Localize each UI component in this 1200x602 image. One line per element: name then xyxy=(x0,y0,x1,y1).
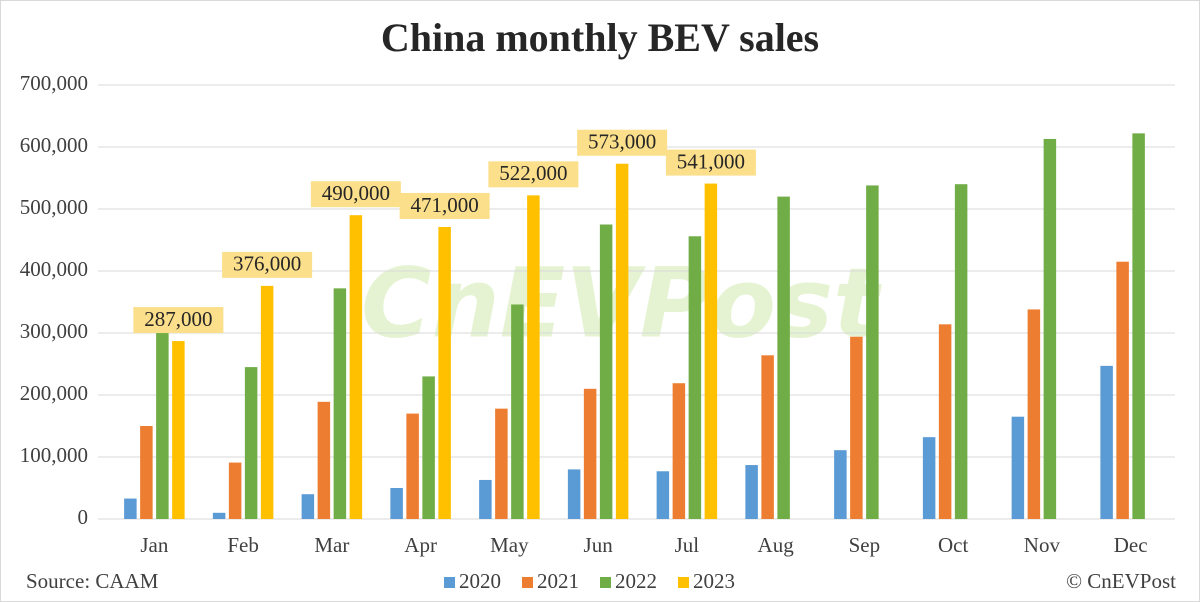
x-tick-label: Oct xyxy=(938,533,968,557)
y-tick-label: 600,000 xyxy=(20,133,88,157)
credit-note: © CnEVPost xyxy=(1066,569,1176,593)
bar xyxy=(1100,365,1113,519)
bar xyxy=(745,465,758,519)
bar xyxy=(1027,309,1041,519)
x-tick-label: Jul xyxy=(675,533,700,557)
x-tick-label: Mar xyxy=(314,533,349,557)
bar xyxy=(172,341,185,519)
x-tick-label: Feb xyxy=(227,533,259,557)
legend-swatch xyxy=(444,577,455,588)
bar xyxy=(850,336,863,519)
y-tick-label: 500,000 xyxy=(20,195,88,219)
value-label-box xyxy=(133,307,224,334)
y-tick-label: 200,000 xyxy=(20,381,88,405)
bar xyxy=(527,195,540,520)
x-tick-label: Jan xyxy=(140,533,168,557)
bar xyxy=(406,413,419,519)
bar xyxy=(1043,138,1057,519)
value-label-box xyxy=(399,192,490,219)
legend-label: 2020 xyxy=(459,569,501,593)
y-tick-label: 0 xyxy=(78,505,89,529)
x-tick-label: Nov xyxy=(1024,533,1061,557)
bar xyxy=(124,498,137,519)
bar xyxy=(938,324,952,519)
y-tick-label: 300,000 xyxy=(20,319,88,343)
bar xyxy=(390,488,403,519)
bar xyxy=(866,185,879,519)
bar xyxy=(777,196,790,519)
legend-swatch xyxy=(522,577,533,588)
legend-label: 2021 xyxy=(537,569,579,593)
legend-label: 2022 xyxy=(615,569,657,593)
y-tick-label: 400,000 xyxy=(20,257,88,281)
bar xyxy=(333,288,347,519)
bar xyxy=(704,183,718,519)
bar xyxy=(656,471,670,519)
bar xyxy=(140,426,153,519)
x-tick-label: Jun xyxy=(584,533,614,557)
bar xyxy=(438,226,451,520)
bar xyxy=(599,224,613,519)
bar xyxy=(1116,261,1129,519)
chart-title: China monthly BEV sales xyxy=(381,15,819,60)
bar xyxy=(1011,416,1025,519)
bar xyxy=(212,512,226,519)
value-label: 541,000 xyxy=(677,149,745,173)
value-label: 471,000 xyxy=(411,193,479,217)
value-label: 287,000 xyxy=(144,307,212,331)
bar xyxy=(422,376,435,519)
bar xyxy=(228,462,242,519)
legend-swatch xyxy=(678,577,689,588)
bar xyxy=(761,355,774,519)
bar xyxy=(922,437,936,519)
x-tick-label: May xyxy=(490,533,529,557)
value-label-box xyxy=(488,161,579,188)
bar xyxy=(244,367,258,519)
x-tick-label: Apr xyxy=(404,533,437,557)
value-label: 522,000 xyxy=(499,161,567,185)
x-tick-label: Dec xyxy=(1114,533,1148,557)
bar xyxy=(495,408,508,519)
value-label-box xyxy=(310,181,401,208)
bar xyxy=(615,163,629,520)
bar xyxy=(954,184,968,519)
bar xyxy=(672,383,686,519)
value-label-box xyxy=(222,251,313,278)
bar xyxy=(1132,133,1145,520)
y-tick-label: 700,000 xyxy=(20,71,88,95)
x-tick-label: Aug xyxy=(758,533,795,557)
bar xyxy=(688,236,702,519)
value-label: 376,000 xyxy=(233,252,301,276)
bar xyxy=(567,469,581,519)
source-note: Source: CAAM xyxy=(26,569,159,593)
bar xyxy=(260,285,274,519)
bar xyxy=(349,215,363,519)
bar xyxy=(479,479,492,519)
value-label: 490,000 xyxy=(322,181,390,205)
legend-swatch xyxy=(600,577,611,588)
value-label: 573,000 xyxy=(588,130,656,154)
value-label-box xyxy=(665,149,756,176)
legend-label: 2023 xyxy=(693,569,735,593)
value-label-box xyxy=(577,129,668,156)
bar xyxy=(583,388,597,519)
bar xyxy=(156,333,169,519)
bar xyxy=(511,304,524,519)
bar xyxy=(317,401,331,519)
bar xyxy=(834,450,847,519)
bar xyxy=(301,494,315,519)
x-tick-label: Sep xyxy=(849,533,881,557)
y-tick-label: 100,000 xyxy=(20,443,88,467)
